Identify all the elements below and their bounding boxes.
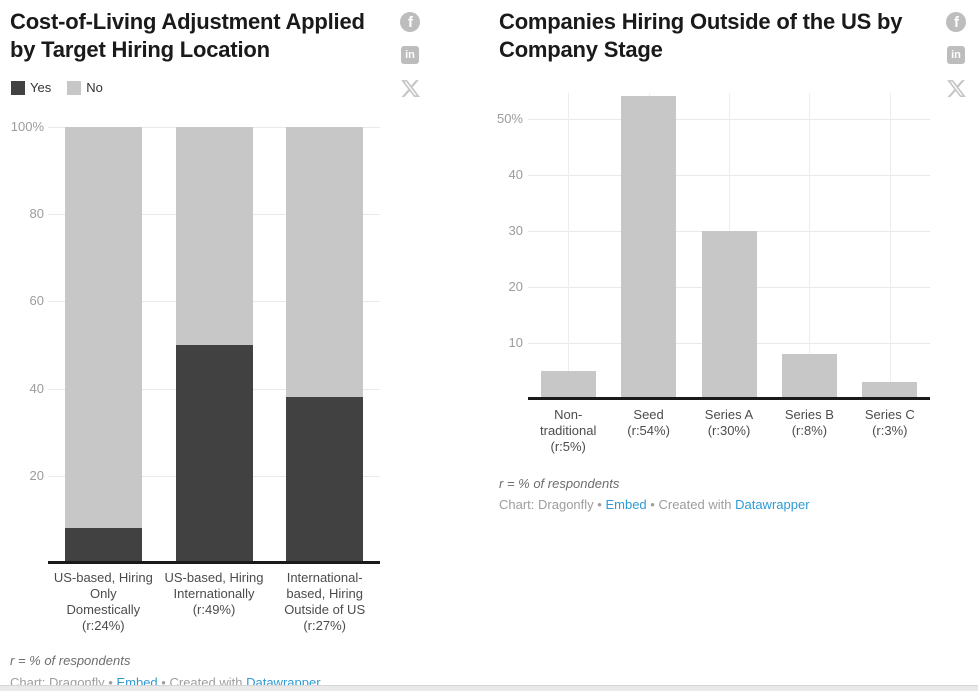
y-axis-tick-label: 20 <box>29 467 44 483</box>
legend-swatch-yes <box>11 80 25 95</box>
bar-segment-no <box>64 127 142 529</box>
legend: Yes No <box>11 80 103 95</box>
legend-item-no: No <box>67 80 103 95</box>
x-twitter-share-icon[interactable] <box>400 79 421 99</box>
x-category-label: Seed (r:54%) <box>627 407 670 438</box>
x-category-label: Series C (r:3%) <box>864 407 915 438</box>
byline-created-with: Created with <box>658 497 732 512</box>
datawrapper-link[interactable]: Datawrapper <box>735 497 810 512</box>
footnote: r = % of respondents <box>499 476 620 491</box>
y-axis-tick-label: 60 <box>29 293 44 309</box>
facebook-share-icon[interactable]: f <box>400 12 420 32</box>
y-axis-tick-label: 10 <box>508 334 523 350</box>
gridline <box>889 93 891 399</box>
column-plot <box>528 93 930 400</box>
x-category-label: Series B (r:8%) <box>784 407 834 438</box>
bar-segment-yes <box>175 345 253 563</box>
x-axis-baseline <box>528 397 930 400</box>
linkedin-share-icon[interactable]: in <box>401 46 419 64</box>
stacked-bar <box>64 127 142 563</box>
byline-credit: Chart: Dragonfly <box>499 497 594 512</box>
y-axis-tick-label: 40 <box>508 166 523 182</box>
byline-separator: • <box>108 675 113 690</box>
y-axis-tick-label: 40 <box>29 380 44 396</box>
chart-title: Companies Hiring Outside of the US by Co… <box>499 9 903 62</box>
column-bar <box>862 382 918 399</box>
window-bottom-edge <box>0 685 978 691</box>
legend-label-yes: Yes <box>30 80 52 95</box>
y-axis-tick-label: 30 <box>508 222 523 238</box>
x-twitter-share-icon[interactable] <box>946 79 967 99</box>
gridline <box>809 93 811 399</box>
x-category-label: US-based, Hiring Internationally (r:49%) <box>164 570 264 617</box>
y-axis-tick-label: 100% <box>10 119 44 134</box>
column-bar <box>540 370 596 399</box>
byline: Chart: Dragonfly • Embed • Created with … <box>499 497 810 512</box>
x-category-label: International- based, Hiring Outside of … <box>284 570 366 633</box>
share-buttons: f in <box>946 12 968 99</box>
column-bar <box>621 96 677 399</box>
chart-card-cost-of-living: Cost-of-Living Adjustment Applied by Tar… <box>0 0 489 690</box>
gridline <box>568 93 570 399</box>
stacked-bar <box>175 127 253 563</box>
bar-segment-yes <box>286 397 364 563</box>
column-bar <box>781 354 837 399</box>
legend-swatch-no <box>67 80 82 95</box>
chart-card-hiring-by-stage: Companies Hiring Outside of the US by Co… <box>489 0 978 690</box>
y-axis-tick-label: 20 <box>508 278 523 294</box>
legend-item-yes: Yes <box>11 80 51 95</box>
x-category-label: US-based, Hiring Only Domestically (r:24… <box>53 570 153 633</box>
chart-title: Cost-of-Living Adjustment Applied by Tar… <box>10 9 365 62</box>
x-category-label: Series A (r:30%) <box>704 407 754 438</box>
bar-segment-no <box>175 127 253 345</box>
embed-link[interactable]: Embed <box>605 497 647 512</box>
legend-label-no: No <box>86 80 103 95</box>
byline-separator: • <box>597 497 602 512</box>
x-axis-baseline <box>48 561 380 564</box>
facebook-share-icon[interactable]: f <box>946 12 966 32</box>
share-buttons: f in <box>400 12 422 99</box>
footnote: r = % of respondents <box>10 653 131 668</box>
byline-separator: • <box>161 675 166 690</box>
stacked-bar <box>286 127 364 563</box>
column-bar <box>701 230 757 399</box>
x-category-label: Non- traditional (r:5%) <box>540 407 597 454</box>
stacked-column-plot <box>48 127 380 564</box>
bar-segment-no <box>286 127 364 398</box>
bar-segment-yes <box>64 528 142 563</box>
y-axis-tick-label: 50% <box>496 110 523 126</box>
linkedin-share-icon[interactable]: in <box>947 46 965 64</box>
byline-separator: • <box>650 497 655 512</box>
y-axis-tick-label: 80 <box>29 206 44 222</box>
